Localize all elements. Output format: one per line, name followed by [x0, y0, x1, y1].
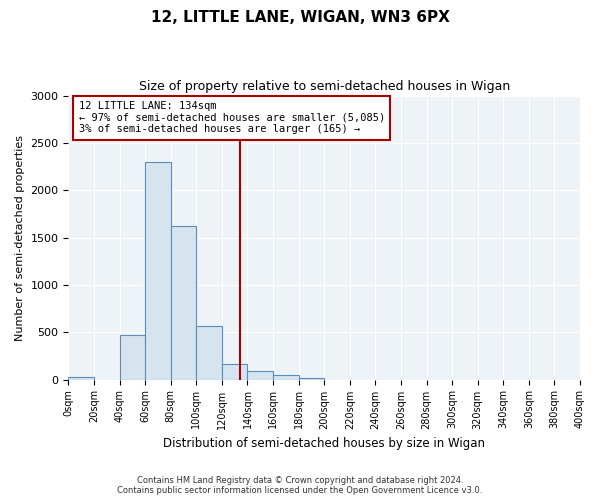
Title: Size of property relative to semi-detached houses in Wigan: Size of property relative to semi-detach… [139, 80, 510, 93]
Bar [222, 364, 247, 380]
Bar [247, 371, 273, 380]
Y-axis label: Number of semi-detached properties: Number of semi-detached properties [15, 134, 25, 340]
Bar [145, 162, 171, 380]
Bar [273, 376, 299, 380]
X-axis label: Distribution of semi-detached houses by size in Wigan: Distribution of semi-detached houses by … [163, 437, 485, 450]
Text: 12 LITTLE LANE: 134sqm
← 97% of semi-detached houses are smaller (5,085)
3% of s: 12 LITTLE LANE: 134sqm ← 97% of semi-det… [79, 101, 385, 134]
Bar [196, 326, 222, 380]
Text: Contains HM Land Registry data © Crown copyright and database right 2024.
Contai: Contains HM Land Registry data © Crown c… [118, 476, 482, 495]
Bar [119, 335, 145, 380]
Bar [299, 378, 324, 380]
Bar [171, 226, 196, 380]
Bar [68, 376, 94, 380]
Text: 12, LITTLE LANE, WIGAN, WN3 6PX: 12, LITTLE LANE, WIGAN, WN3 6PX [151, 10, 449, 25]
